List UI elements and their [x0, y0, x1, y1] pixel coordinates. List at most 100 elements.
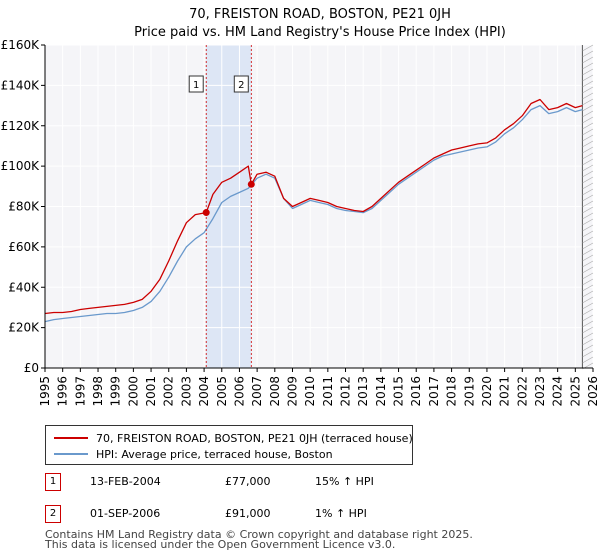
sale-badge-2: 2: [45, 505, 61, 523]
forecast-hatch-stroke: [582, 44, 594, 52]
forecast-hatch-stroke: [582, 80, 594, 88]
sale-point-1: [202, 209, 210, 217]
forecast-hatch-stroke: [582, 236, 594, 244]
x-tick-label: 2007: [250, 376, 264, 407]
legend-swatch-blue: [54, 453, 88, 455]
forecast-hatch-stroke: [582, 56, 594, 64]
series-lines: [44, 98, 583, 323]
x-tick-label: 2005: [215, 376, 229, 407]
forecast-hatch-stroke: [582, 140, 594, 148]
forecast-hatch-stroke: [582, 152, 594, 160]
sale-badge-1: 1: [45, 473, 61, 491]
forecast-hatch-stroke: [582, 50, 594, 58]
forecast-hatch-stroke: [582, 332, 594, 340]
sale-hpi-1: 15% ↑ HPI: [315, 475, 374, 488]
forecast-hatch-stroke: [582, 290, 594, 298]
y-tick-label: £0: [24, 361, 39, 375]
forecast-hatch-stroke: [582, 326, 594, 334]
forecast-hatch-stroke: [582, 356, 594, 364]
forecast-hatch-stroke: [582, 176, 594, 184]
y-tick-label: £80K: [8, 200, 40, 214]
forecast-hatch-stroke: [582, 320, 594, 328]
forecast-hatch-stroke: [582, 278, 594, 286]
forecast-hatch-stroke: [582, 86, 594, 94]
y-tick-label: £120K: [1, 119, 41, 133]
forecast-hatch-stroke: [582, 350, 594, 358]
sale-date-2: 01-SEP-2006: [90, 507, 161, 520]
forecast-hatch-stroke: [582, 182, 594, 190]
y-tick-label: £40K: [8, 280, 40, 294]
forecast-hatch-stroke: [582, 194, 594, 202]
x-tick-label: 2021: [498, 376, 512, 407]
x-tick-label: 2011: [321, 376, 335, 407]
sale-date-1: 13-FEB-2004: [90, 475, 161, 488]
sale-marker-box-2: [233, 75, 249, 93]
grid-lines: [44, 44, 594, 369]
chart-subtitle: Price paid vs. HM Land Registry's House …: [134, 25, 506, 40]
forecast-hatch: [581, 44, 594, 370]
forecast-hatch-stroke: [582, 284, 594, 292]
legend-item-property: 70, FREISTON ROAD, BOSTON, PE21 0JH (ter…: [54, 430, 413, 446]
x-tick-label: 2018: [445, 376, 459, 407]
legend-swatch-red: [54, 437, 88, 439]
x-tick-label: 2009: [285, 376, 299, 407]
forecast-hatch-stroke: [582, 116, 594, 124]
y-tick-label: £100K: [1, 159, 41, 173]
forecast-hatch-stroke: [582, 164, 594, 172]
forecast-hatch-stroke: [582, 122, 594, 130]
x-tick-label: 1996: [56, 376, 70, 407]
forecast-hatch-stroke: [582, 98, 594, 106]
forecast-hatch-stroke: [582, 302, 594, 310]
forecast-hatch-stroke: [582, 338, 594, 346]
footer-line-2: This data is licensed under the Open Gov…: [45, 538, 396, 551]
sale-marker-label-2: 2: [238, 80, 244, 91]
forecast-hatch-stroke: [582, 128, 594, 136]
x-tick-label: 2015: [392, 376, 406, 407]
x-tick-label: 2014: [374, 376, 388, 407]
sale-marker-box-1: [188, 75, 204, 93]
x-tick-label: 2000: [126, 376, 140, 407]
forecast-hatch-stroke: [582, 170, 594, 178]
price-chart: 70, FREISTON ROAD, BOSTON, PE21 0JH Pric…: [1, 7, 600, 407]
forecast-hatch-stroke: [582, 272, 594, 280]
forecast-hatch-stroke: [582, 62, 594, 70]
x-tick-label: 2023: [533, 376, 547, 407]
x-tick-label: 2012: [339, 376, 353, 407]
forecast-hatch-stroke: [582, 188, 594, 196]
x-tick-label: 1995: [38, 376, 52, 407]
legend-label-hpi: HPI: Average price, terraced house, Bost…: [96, 447, 333, 461]
x-tick-label: 2002: [162, 376, 176, 407]
y-tick-label: £140K: [1, 78, 41, 92]
x-tick-label: 2020: [480, 376, 494, 407]
x-tick-label: 2024: [551, 376, 565, 407]
forecast-hatch-stroke: [582, 314, 594, 322]
legend: 70, FREISTON ROAD, BOSTON, PE21 0JH (ter…: [45, 425, 413, 465]
x-tick-label: 1999: [109, 376, 123, 407]
hpi-line: [44, 104, 583, 323]
forecast-hatch-stroke: [582, 218, 594, 226]
x-tick-label: 2017: [427, 376, 441, 407]
sale-point-2: [247, 180, 255, 188]
chart-title: 70, FREISTON ROAD, BOSTON, PE21 0JH: [189, 7, 451, 22]
x-tick-label: 2003: [179, 376, 193, 407]
x-tick-label: 1997: [73, 376, 87, 407]
y-tick-label: £60K: [8, 240, 40, 254]
forecast-hatch-stroke: [582, 158, 594, 166]
x-tick-label: 2026: [586, 376, 600, 407]
y-axis: £0 £20K £40K £60K £80K £100K £120K £140K £160K: [1, 38, 46, 375]
forecast-hatch-stroke: [582, 242, 594, 250]
x-tick-label: 2001: [144, 376, 158, 407]
sale-marker-label-1: 1: [193, 80, 199, 91]
forecast-hatch-stroke: [582, 266, 594, 274]
forecast-hatch-stroke: [582, 134, 594, 142]
forecast-hatch-stroke: [582, 296, 594, 304]
forecast-hatch-stroke: [582, 212, 594, 220]
forecast-hatch-stroke: [582, 146, 594, 154]
footer: Contains HM Land Registry data © Crown c…: [45, 529, 473, 551]
forecast-hatch-stroke: [582, 68, 594, 76]
x-tick-label: 2019: [462, 376, 476, 407]
forecast-hatch-stroke: [582, 206, 594, 214]
x-tick-label: 2022: [515, 376, 529, 407]
forecast-hatch-stroke: [582, 344, 594, 352]
